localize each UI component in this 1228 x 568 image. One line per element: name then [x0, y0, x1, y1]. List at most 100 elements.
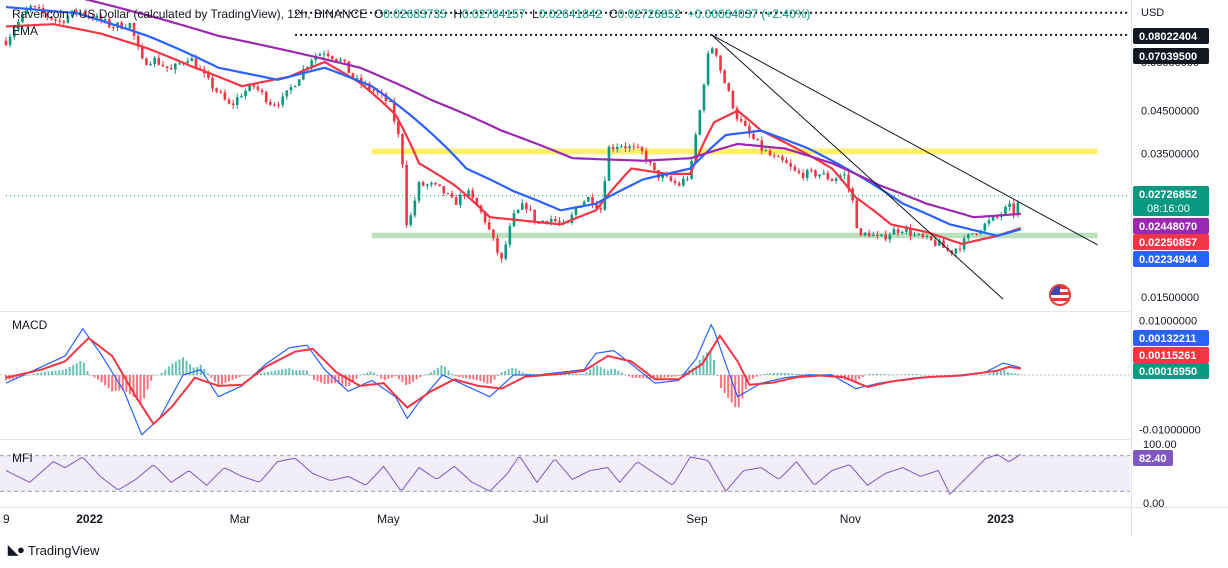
macd-histogram-bar	[776, 372, 779, 375]
macd-histogram-bar	[351, 375, 354, 383]
macd-histogram-bar	[203, 369, 206, 375]
macd-histogram-bar	[992, 371, 995, 375]
close-value: 0.02726852	[617, 7, 681, 21]
candle-up	[520, 203, 524, 210]
macd-histogram-bar	[412, 375, 415, 382]
candle-down	[731, 90, 735, 109]
macd-histogram-bar	[709, 350, 712, 375]
mfi-value-badge-bg	[1133, 450, 1173, 466]
candle-down	[558, 221, 561, 223]
macd-histogram-bar	[582, 373, 585, 375]
candle-down	[525, 203, 528, 210]
macd-histogram-bar	[355, 375, 358, 379]
macd-pane-label[interactable]: MACD	[12, 318, 48, 332]
macd-histogram-bar	[458, 375, 461, 377]
us-flag-icon[interactable]	[1049, 284, 1071, 306]
macd-histogram-bar	[589, 369, 592, 375]
macd-histogram-bar	[606, 370, 609, 375]
candle-down	[653, 162, 656, 171]
mfi-pane-label[interactable]: MFI	[12, 451, 33, 465]
candle-up	[355, 77, 359, 79]
macd-histogram-bar	[663, 375, 666, 378]
macd-histogram-bar	[443, 366, 446, 375]
candle-up	[913, 234, 916, 237]
candle-down	[640, 147, 644, 152]
macd-histogram-bar	[220, 375, 223, 385]
candle-down	[929, 236, 933, 241]
time-tick-label: 2022	[76, 512, 103, 526]
macd-histogram-bar	[182, 357, 184, 375]
candle-down	[748, 125, 751, 134]
macd-histogram-bar	[656, 375, 659, 379]
candle-up	[12, 29, 16, 37]
candle-down	[595, 204, 598, 209]
macd-histogram-bar	[185, 360, 188, 375]
macd-histogram-bar	[36, 373, 39, 375]
time-tick-label: May	[377, 512, 400, 526]
macd-histogram-bar	[82, 362, 85, 375]
macd-histogram-bar	[833, 374, 836, 376]
macd-histogram-bar	[748, 375, 751, 381]
macd-histogram-bar	[585, 372, 588, 375]
trend-line[interactable]	[711, 34, 1004, 300]
macd-histogram-bar	[1006, 372, 1009, 375]
candle-down	[830, 179, 834, 181]
macd-histogram-bar	[135, 375, 138, 400]
macd-histogram-bar	[153, 375, 156, 376]
trend-line[interactable]	[711, 34, 1098, 246]
candle-up	[694, 134, 698, 161]
candle-up	[293, 85, 297, 88]
candle-down	[219, 91, 223, 93]
price-axis[interactable]: 0.060000000.045000000.035000000.01500000…	[1133, 28, 1209, 510]
candle-down	[921, 233, 925, 237]
macd-histogram-bar	[422, 375, 425, 376]
ema-red-price-label-bg	[1133, 234, 1209, 250]
candle-up	[190, 58, 194, 62]
macd-histogram-bar	[489, 375, 492, 384]
ema-indicator-label[interactable]: EMA	[12, 24, 39, 38]
macd-histogram-bar	[713, 359, 715, 375]
candle-up	[66, 16, 70, 23]
candle-up	[8, 36, 12, 46]
candle-down	[632, 146, 636, 148]
symbol-description[interactable]: Ravencoin / US Dollar (calculated by Tra…	[12, 7, 368, 21]
macd-histogram-bar	[528, 373, 531, 375]
tradingview-logo[interactable]: ◣● TradingView	[8, 542, 99, 558]
macd-histogram-bar	[447, 370, 450, 375]
candle-up	[549, 218, 553, 223]
candle-down	[611, 146, 615, 150]
macd-histogram-bar	[369, 371, 372, 375]
macd-histogram-bar	[132, 375, 135, 397]
macd-histogram-bar	[337, 375, 340, 384]
macd-histogram-bar	[146, 375, 149, 390]
candle-up	[818, 174, 821, 177]
candle-down	[743, 121, 747, 126]
macd-histogram-bar	[433, 370, 436, 375]
candle-up	[615, 146, 619, 150]
candle-up	[702, 84, 706, 111]
macd-histogram-bar	[925, 375, 928, 376]
macd-histogram-bar	[610, 369, 613, 375]
macd-histogram-bar	[327, 375, 330, 384]
candle-up	[95, 15, 99, 20]
macd-histogram-bar	[472, 375, 475, 380]
macd-histogram-bar	[323, 375, 326, 384]
macd-histogram-bar	[302, 370, 305, 375]
price-tick-label: 0.04500000	[1141, 106, 1199, 118]
macd-histogram-bar	[652, 375, 655, 379]
candle-up	[79, 12, 82, 14]
candle-up	[983, 223, 987, 231]
candle-up	[21, 13, 24, 22]
macd-histogram-bar	[160, 372, 163, 375]
candle-down	[463, 194, 466, 197]
candle-down	[132, 23, 136, 36]
candle-up	[620, 146, 623, 148]
macd-histogram-bar	[228, 375, 231, 382]
candle-up	[244, 90, 247, 97]
candle-up	[607, 146, 611, 181]
time-axis[interactable]: 9 2022 Mar May Jul Sep Nov 2023	[3, 512, 1014, 526]
time-tick-label: Sep	[686, 512, 708, 526]
macd-histogram-bar	[61, 369, 64, 375]
close-label: C	[608, 7, 618, 21]
